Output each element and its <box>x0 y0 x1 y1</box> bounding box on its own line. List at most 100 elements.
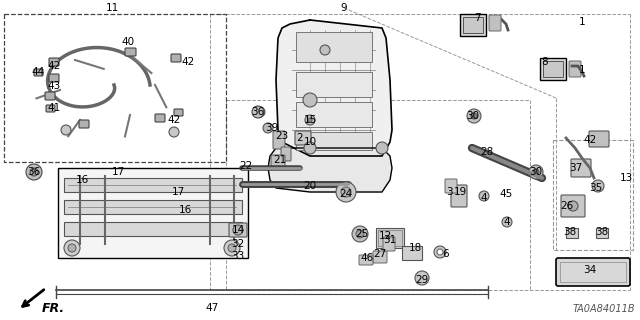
FancyBboxPatch shape <box>589 131 609 147</box>
Text: 34: 34 <box>584 265 596 275</box>
Circle shape <box>255 107 265 117</box>
Text: 29: 29 <box>415 275 429 285</box>
Bar <box>560 262 626 282</box>
Bar <box>296 102 372 127</box>
Text: 9: 9 <box>340 3 348 13</box>
Text: 6: 6 <box>443 249 449 259</box>
Polygon shape <box>276 20 392 156</box>
Text: TA0A84011B: TA0A84011B <box>572 304 635 314</box>
FancyBboxPatch shape <box>445 179 457 193</box>
Text: 11: 11 <box>106 3 118 13</box>
Circle shape <box>233 225 243 235</box>
Text: 26: 26 <box>561 201 573 211</box>
Bar <box>460 14 486 36</box>
Text: 38: 38 <box>595 227 609 237</box>
Text: 45: 45 <box>499 189 513 199</box>
Circle shape <box>533 169 539 175</box>
Bar <box>296 32 372 62</box>
Text: 25: 25 <box>355 229 369 239</box>
Circle shape <box>352 226 368 242</box>
Text: 30: 30 <box>467 111 479 121</box>
FancyBboxPatch shape <box>373 251 387 263</box>
Bar <box>596 228 608 238</box>
Text: 3: 3 <box>445 187 452 197</box>
Text: 17: 17 <box>172 187 184 197</box>
Text: 20: 20 <box>303 181 317 191</box>
Circle shape <box>467 109 481 123</box>
Circle shape <box>30 168 38 176</box>
Text: 42: 42 <box>181 57 195 67</box>
Circle shape <box>64 240 80 256</box>
Bar <box>543 61 563 77</box>
Text: 16: 16 <box>179 205 191 215</box>
FancyBboxPatch shape <box>34 69 43 76</box>
Circle shape <box>26 164 42 180</box>
Text: 43: 43 <box>47 81 61 91</box>
FancyBboxPatch shape <box>451 185 467 207</box>
Circle shape <box>356 230 364 238</box>
Text: 32: 32 <box>232 239 244 249</box>
Text: 10: 10 <box>303 137 317 147</box>
FancyBboxPatch shape <box>229 223 247 237</box>
Text: 24: 24 <box>339 189 353 199</box>
Text: 42: 42 <box>584 135 596 145</box>
Circle shape <box>437 249 443 255</box>
Text: 17: 17 <box>111 167 125 177</box>
Text: 8: 8 <box>541 57 548 67</box>
FancyBboxPatch shape <box>556 258 630 286</box>
Text: 33: 33 <box>232 251 244 261</box>
Circle shape <box>304 142 316 154</box>
Text: 7: 7 <box>474 13 480 23</box>
FancyBboxPatch shape <box>295 131 311 145</box>
Circle shape <box>228 244 236 252</box>
Circle shape <box>61 125 71 135</box>
Text: 41: 41 <box>47 103 61 113</box>
Text: 18: 18 <box>408 243 422 253</box>
Circle shape <box>471 113 477 119</box>
Bar <box>64 200 242 214</box>
Text: 37: 37 <box>570 163 582 173</box>
Bar <box>378 230 402 246</box>
Bar <box>296 132 372 150</box>
Text: 39: 39 <box>266 123 278 133</box>
Circle shape <box>592 180 604 192</box>
Bar <box>58 168 248 258</box>
Text: 16: 16 <box>76 175 88 185</box>
Circle shape <box>336 182 356 202</box>
Polygon shape <box>268 148 392 192</box>
FancyBboxPatch shape <box>359 255 373 265</box>
Bar <box>402 246 422 260</box>
Circle shape <box>252 106 264 118</box>
Text: 1: 1 <box>579 65 586 75</box>
FancyBboxPatch shape <box>171 54 181 62</box>
FancyBboxPatch shape <box>273 131 285 149</box>
Text: 28: 28 <box>481 147 493 157</box>
Text: FR.: FR. <box>42 301 65 315</box>
Circle shape <box>502 217 512 227</box>
Text: 31: 31 <box>383 235 397 245</box>
FancyBboxPatch shape <box>271 155 285 167</box>
Text: 15: 15 <box>303 115 317 125</box>
Bar <box>376 228 404 248</box>
Text: 42: 42 <box>168 115 180 125</box>
Circle shape <box>568 201 578 211</box>
FancyBboxPatch shape <box>46 105 55 112</box>
Circle shape <box>376 142 388 154</box>
Text: 2: 2 <box>297 133 303 143</box>
Text: 13: 13 <box>620 173 632 183</box>
Text: 44: 44 <box>31 67 45 77</box>
Text: 14: 14 <box>232 225 244 235</box>
FancyBboxPatch shape <box>155 114 165 122</box>
Text: 40: 40 <box>122 37 134 47</box>
Text: 27: 27 <box>373 249 387 259</box>
Bar <box>296 72 372 97</box>
Text: 36: 36 <box>252 107 264 117</box>
Text: 21: 21 <box>273 155 287 165</box>
FancyBboxPatch shape <box>125 48 136 56</box>
Bar <box>64 178 242 192</box>
Circle shape <box>529 165 543 179</box>
Bar <box>553 140 633 250</box>
Circle shape <box>320 45 330 55</box>
Text: 12: 12 <box>378 231 392 241</box>
Circle shape <box>224 240 240 256</box>
